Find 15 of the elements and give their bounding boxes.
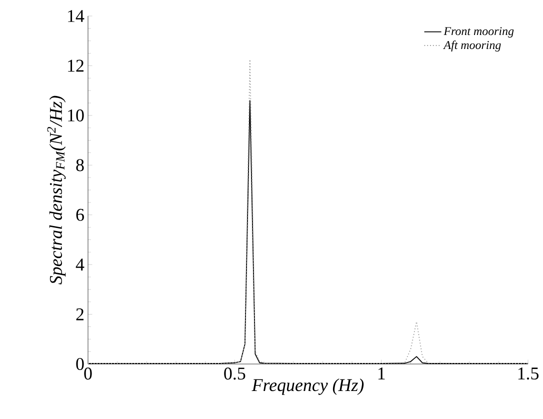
legend-label: Aft mooring (443, 40, 501, 52)
y-tick-label: 8 (76, 159, 84, 172)
x-tick-label: 1.5 (518, 368, 539, 380)
y-tick-label: 6 (76, 208, 84, 221)
y-tick-label: 14 (68, 10, 84, 22)
y-tick-label: 10 (68, 109, 84, 122)
y-tick-label: 2 (76, 308, 84, 320)
y-tick-label: 0 (76, 358, 84, 370)
x-tick-label: 1 (378, 368, 385, 380)
y-tick-label: 4 (76, 258, 84, 270)
legend-label: Front mooring (444, 27, 514, 38)
x-tick-label: 0.5 (224, 368, 246, 380)
x-axis-title: Frequency (Hz) (252, 378, 364, 395)
y-axis-title: Spectral density$_{FM}$(N$^{2}$/Hz) (47, 96, 66, 284)
y-tick-label: 12 (68, 60, 84, 72)
